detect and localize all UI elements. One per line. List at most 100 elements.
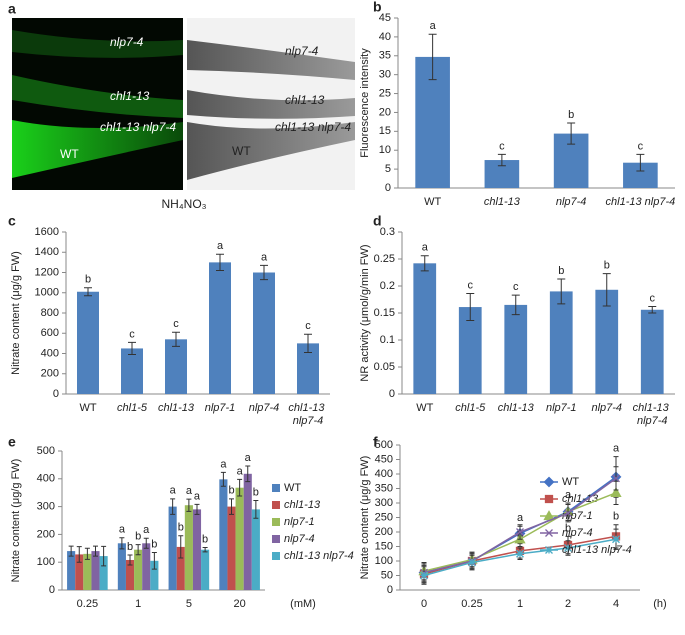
label-line: nlp7-4 [637,415,668,427]
bar [235,487,244,590]
significance-letter: c [638,140,644,152]
bar [168,506,177,590]
image-label: chl1-13 nlp7-4 [100,120,176,134]
error-bar [511,294,520,316]
bar [150,560,159,590]
y-axis-title: Nitrate content (μg/g FW) [10,251,22,375]
significance-letter: b [151,538,157,550]
error-bar [636,153,645,172]
panel-letter: b [373,0,382,15]
significance-letter: a [422,242,429,254]
y-tick-label: 50 [381,569,393,581]
error-bar [260,264,268,281]
bar [67,551,76,590]
error-bar [253,499,259,519]
significance-letter: b [178,522,184,534]
x-tick-label: nlp7-4 [556,196,587,208]
x-unit: (h) [653,598,666,610]
bar [549,291,573,394]
significance-letter: c [513,281,519,293]
y-tick-label: 200 [375,526,393,538]
error-bar [466,293,475,322]
bar [209,262,231,394]
significance-letter: a [613,443,620,455]
y-tick-label: 500 [375,439,393,451]
bar [201,549,210,590]
significance-letter: b [127,541,133,553]
significance-letter: a [220,458,227,470]
x-tick-label: WT [416,402,433,414]
y-tick-label: 300 [375,497,393,509]
bar [297,343,319,394]
significance-letter: b [135,531,141,543]
significance-letter: a [517,512,524,524]
image-label: WT [60,147,79,161]
legend-label: WT [284,482,301,494]
significance-letter: c [468,279,474,291]
bar [219,479,228,590]
marker [468,558,476,567]
bar [458,307,482,394]
label-line: nlp7-4 [293,415,324,427]
bar [165,339,187,394]
legend-marker [543,510,555,521]
image-label: WT [232,144,251,158]
x-tick-label: WT [79,402,96,414]
bar [640,309,664,394]
error-bar [127,554,133,566]
error-bar [567,122,576,145]
y-tick-label: 300 [37,501,55,513]
bar [91,551,100,590]
x-tick-label: 20 [234,598,246,610]
marker [420,571,428,580]
legend-swatch [272,552,280,560]
panel-letter: e [8,434,16,450]
legend-label: nlp7-4 [562,527,593,539]
error-bar [172,331,180,347]
error-bar [602,273,611,307]
significance-letter: b [558,265,564,277]
x-tick-label: chl1-13 nlp7-4 [288,402,327,427]
legend-swatch [272,518,280,526]
legend-marker [544,494,554,504]
error-bar [194,503,200,515]
legend-marker [545,546,553,554]
bar [77,291,99,394]
significance-letter: c [129,328,135,340]
y-tick-label: 150 [375,540,393,552]
x-tick-label: chl1-13 [484,196,521,208]
x-tick-label: 5 [186,598,192,610]
bar [75,554,84,590]
significance-letter: c [650,292,656,304]
bar [125,559,135,590]
y-tick-label: 0 [389,388,395,400]
bar [251,509,260,590]
y-tick-label: 100 [37,556,55,568]
y-tick-label: 400 [41,347,59,359]
y-tick-label: 0.1 [380,334,395,346]
legend-label: nlp7-4 [284,533,315,545]
y-tick-label: 0.2 [380,280,395,292]
significance-letter: b [202,533,208,545]
significance-letter: a [430,20,437,32]
y-tick-label: 45 [379,12,391,24]
y-tick-label: 5 [385,163,391,175]
y-tick-label: 350 [375,482,393,494]
error-bar [84,547,90,560]
marker [564,509,572,518]
x-tick-label: 1 [517,598,523,610]
panel-letter: d [373,213,382,229]
significance-letter: a [217,240,224,252]
bar [595,289,619,394]
bar [253,272,275,394]
legend-swatch [272,501,280,509]
x-tick-label: nlp7-4 [591,402,622,414]
significance-letter: a [194,490,201,502]
bar [83,553,92,590]
significance-letter: c [173,318,179,330]
error-bar [68,545,74,557]
bar [227,506,236,590]
y-tick-label: 0 [387,584,393,596]
bar [117,543,126,590]
